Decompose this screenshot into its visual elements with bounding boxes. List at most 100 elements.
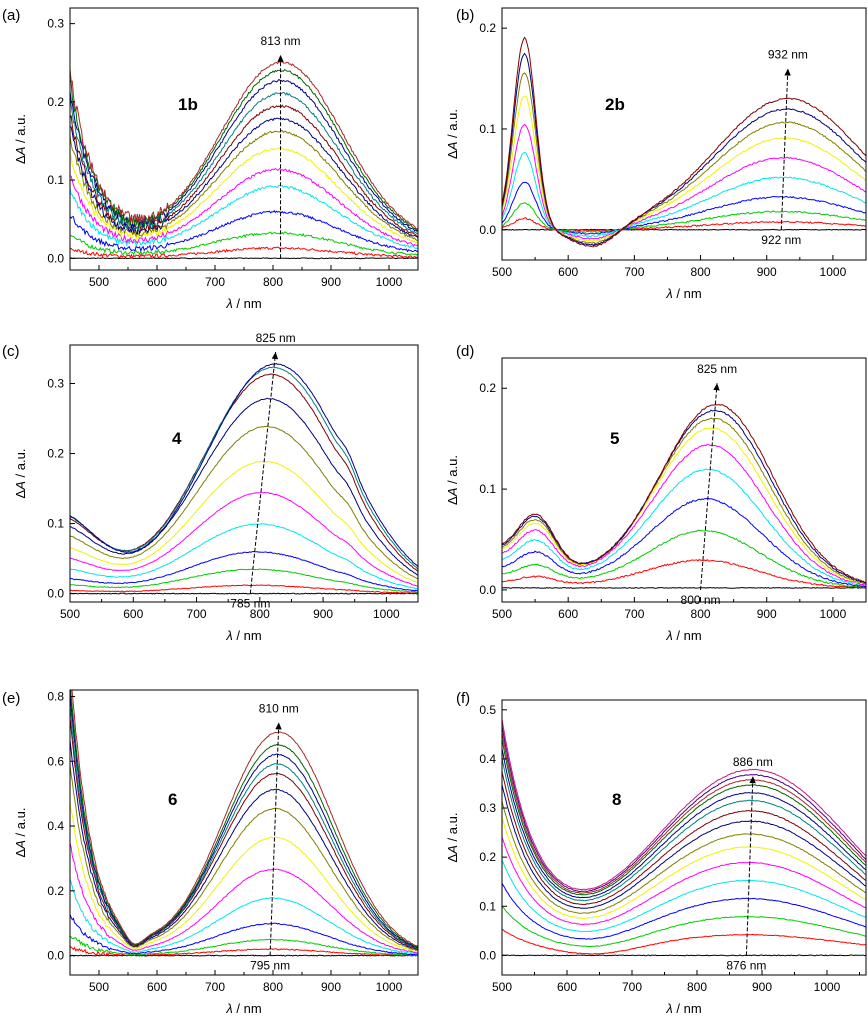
- series-line: [502, 837, 866, 926]
- y-tick-label: 0.3: [47, 17, 64, 31]
- x-tick-label: 500: [492, 980, 512, 994]
- series-line: [70, 68, 418, 231]
- y-tick-label: 0.1: [479, 122, 496, 136]
- series-line: [70, 739, 418, 951]
- series-line: [70, 373, 418, 572]
- panel-label: (d): [456, 343, 474, 360]
- panel-label: (b): [456, 7, 474, 24]
- x-tick-label: 800: [250, 607, 270, 621]
- shift-arrow: [269, 722, 280, 956]
- arrow-head: [271, 352, 279, 360]
- x-tick-label: 800: [687, 980, 707, 994]
- peak-wavelength-label: 825 nm: [697, 362, 737, 376]
- arrow-head: [749, 776, 756, 784]
- y-tick-label: 0.1: [479, 899, 496, 913]
- panel-5: 500 600 700 800 900 1000 0.0 0.1 0.2 λ / nm ΔA / a…: [445, 343, 867, 643]
- series-line: [70, 78, 418, 232]
- x-tick-label: 700: [187, 607, 207, 621]
- y-axis-label: ΔA / a.u.: [13, 449, 28, 499]
- y-tick-label: 0.0: [47, 587, 64, 601]
- x-axis-label: λ / nm: [225, 1001, 261, 1016]
- series-line: [71, 690, 418, 947]
- x-tick-label: 600: [557, 980, 577, 994]
- series-line: [502, 443, 866, 586]
- x-tick-label: 900: [313, 607, 333, 621]
- series-line: [70, 246, 418, 259]
- x-tick-label: 700: [622, 980, 642, 994]
- y-tick-label: 0.0: [479, 223, 496, 237]
- x-tick-label: 700: [624, 607, 644, 621]
- compound-label: 4: [172, 429, 182, 448]
- start-wavelength-label: 795 nm: [250, 959, 290, 973]
- series-line: [70, 842, 418, 954]
- x-tick-label: 700: [624, 265, 644, 279]
- series-line: [502, 732, 866, 894]
- series-line: [70, 425, 418, 580]
- series-line: [70, 878, 418, 955]
- series-line: [502, 748, 866, 899]
- x-tick-label: 900: [752, 980, 772, 994]
- series-line: [70, 491, 418, 587]
- series-line: [502, 404, 866, 584]
- series-line: [70, 117, 418, 239]
- series-line: [502, 817, 866, 920]
- y-tick-label: 0.0: [47, 949, 64, 963]
- series-line: [502, 771, 866, 906]
- series-line: [502, 409, 866, 584]
- arrow-head: [713, 383, 720, 391]
- series-line: [502, 558, 866, 589]
- series-line: [502, 882, 866, 940]
- y-axis-label: ΔA / a.u.: [13, 114, 28, 164]
- series-line: [70, 568, 418, 593]
- x-tick-label: 1000: [376, 275, 403, 289]
- x-tick-label: 500: [60, 607, 80, 621]
- panel-label: (c): [2, 343, 20, 360]
- series-line: [502, 217, 866, 232]
- y-axis-label: ΔA / a.u.: [13, 808, 28, 858]
- y-tick-label: 0.4: [479, 752, 496, 766]
- x-tick-label: 800: [691, 607, 711, 621]
- y-tick-label: 0.2: [479, 21, 496, 35]
- series-line: [502, 95, 866, 243]
- series-line: [70, 257, 418, 260]
- series-line: [70, 914, 418, 956]
- shift-arrow: [780, 68, 789, 230]
- peak-wavelength-label: 886 nm: [733, 755, 773, 769]
- start-wavelength-label: 876 nm: [726, 958, 766, 972]
- series-line: [502, 725, 866, 893]
- x-tick-label: 600: [558, 607, 578, 621]
- x-tick-label: 600: [147, 275, 167, 289]
- x-tick-label: 600: [147, 980, 167, 994]
- peak-wavelength-label: 813 nm: [261, 34, 301, 48]
- peak-wavelength-label: 825 nm: [256, 331, 296, 345]
- start-wavelength-label: 785 nm: [230, 597, 270, 611]
- series-line: [70, 584, 418, 594]
- compound-label: 5: [610, 429, 619, 448]
- series-line: [70, 167, 418, 247]
- series-line: [502, 738, 866, 896]
- series-group: [502, 36, 866, 248]
- series-line: [70, 550, 418, 592]
- series-line: [502, 859, 866, 933]
- series-line: [502, 758, 866, 902]
- panel-label: (a): [2, 7, 20, 24]
- compound-label: 6: [168, 790, 177, 809]
- series-group: [70, 690, 418, 957]
- series-line: [70, 691, 418, 949]
- panel-4: 500 600 700 800 900 1000 0.0 0.1 0.2 0.3 λ / nm ΔA …: [2, 331, 419, 643]
- series-line: [502, 529, 866, 588]
- x-tick-label: 900: [321, 275, 341, 289]
- series-line: [502, 123, 866, 240]
- y-tick-label: 0.0: [47, 251, 64, 265]
- x-tick-label: 900: [321, 980, 341, 994]
- y-axis-label: ΔA / a.u.: [445, 455, 460, 505]
- x-tick-label: 900: [757, 607, 777, 621]
- series-line: [70, 146, 418, 244]
- y-tick-label: 0.4: [47, 819, 64, 833]
- series-line: [70, 91, 418, 235]
- arrow-head: [275, 722, 282, 730]
- y-tick-label: 0.1: [47, 517, 64, 531]
- series-line: [70, 592, 418, 595]
- y-tick-label: 0.1: [479, 482, 496, 496]
